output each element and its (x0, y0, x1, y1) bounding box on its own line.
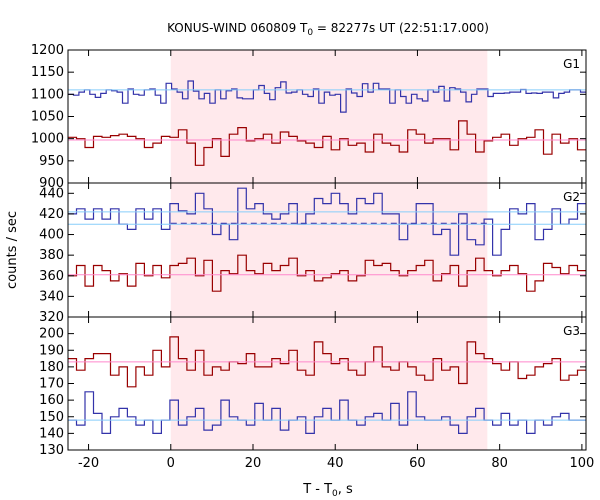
shaded-region-G3 (170, 317, 488, 450)
y-tick-label: 440 (39, 186, 64, 201)
y-tick-label: 180 (39, 360, 64, 375)
panel-label-G3: G3 (563, 324, 580, 338)
series-blue-G1 (68, 80, 586, 113)
series-red-G3 (68, 336, 586, 388)
x-tick-label: 100 (569, 456, 594, 471)
y-tick-label: 1100 (31, 87, 64, 102)
y-tick-label: 340 (39, 289, 64, 304)
chart-title: KONUS-WIND 060809 T0 = 82277s UT (22:51:… (167, 21, 489, 38)
series-blue-G3 (68, 391, 586, 434)
plot-series (68, 80, 586, 434)
panel-label-G1: G1 (563, 57, 580, 71)
panel-label-G2: G2 (563, 190, 580, 204)
y-tick-label: 950 (39, 154, 64, 169)
y-tick-label: 140 (39, 426, 64, 441)
x-tick-label: -20 (78, 456, 99, 471)
x-tick-label: 80 (491, 456, 508, 471)
y-tick-label: 150 (39, 410, 64, 425)
shaded-region-G1 (170, 50, 488, 183)
y-tick-label: 360 (39, 269, 64, 284)
y-tick-label: 400 (39, 228, 64, 243)
x-tick-label: 20 (245, 456, 262, 471)
x-tick-labels: -20 0 20 40 60 80 100 (78, 456, 594, 471)
y-tick-label: 320 (39, 310, 64, 325)
y-axis-label: counts / sec (5, 211, 20, 289)
x-tick-label: 40 (327, 456, 344, 471)
y-tick-label: 1150 (31, 65, 64, 80)
shaded-interval (170, 50, 488, 450)
series-red-G2 (68, 254, 586, 292)
y-tick-label: 200 (39, 327, 64, 342)
x-tick-label: 0 (167, 456, 175, 471)
x-tick-label: 60 (409, 456, 426, 471)
y-tick-label: 380 (39, 248, 64, 263)
panel-frames (67, 49, 587, 451)
y-tick-label: 170 (39, 377, 64, 392)
shaded-region-G2 (170, 183, 488, 317)
series-red-G1 (68, 120, 586, 166)
y-tick-label: 900 (39, 176, 64, 191)
series-blue-G2 (68, 187, 586, 256)
panel-labels: G1 G2 G3 (563, 57, 580, 338)
y-tick-label: 130 (39, 443, 64, 458)
y-tick-label: 160 (39, 393, 64, 408)
y-tick-label: 190 (39, 343, 64, 358)
x-axis-label: T - T0, s (302, 482, 353, 499)
y-tick-label: 1000 (31, 132, 64, 147)
y-tick-labels: 900 950 1000 1050 1100 1150 1200 320 340 360 380 40… (31, 43, 64, 458)
y-tick-label: 1200 (31, 43, 64, 58)
y-tick-label: 420 (39, 207, 64, 222)
y-tick-label: 1050 (31, 110, 64, 125)
